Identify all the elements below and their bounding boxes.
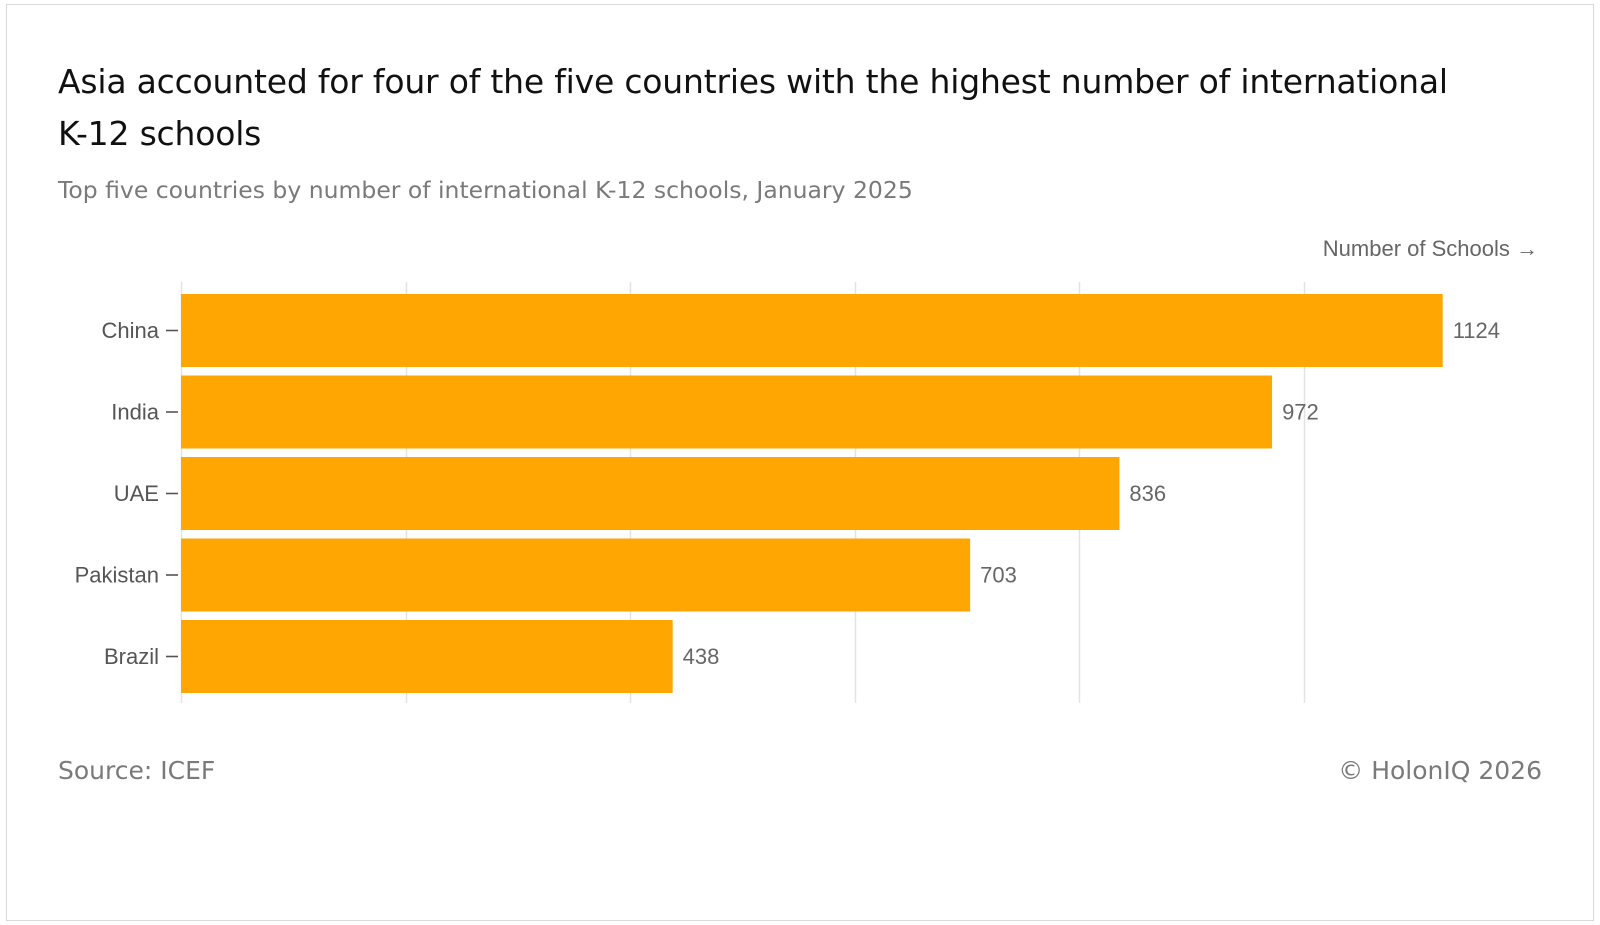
x-axis-caption: Number of Schools →: [1322, 236, 1538, 261]
bar-india: [181, 375, 1273, 449]
data-label: 703: [980, 563, 1017, 588]
bar-brazil: [181, 620, 673, 693]
copyright-note: © HolonIQ 2026: [1338, 756, 1542, 785]
bar-uae: [181, 457, 1120, 530]
chart-title: Asia accounted for four of the five coun…: [58, 62, 1448, 153]
y-tick-label: UAE: [114, 481, 159, 506]
y-tick-label: China: [102, 318, 160, 343]
data-label: 438: [683, 644, 720, 669]
data-label: 1124: [1453, 318, 1500, 343]
bar-china: [181, 294, 1443, 367]
labels: China 1124 India 972 UAE 836 Pakistan 703 Brazil…: [75, 318, 1500, 669]
bar-pakistan: [181, 538, 971, 612]
y-tick-label: Brazil: [104, 644, 159, 669]
bars: [181, 294, 1443, 693]
data-label: 836: [1129, 481, 1166, 506]
chart-subtitle: Top five countries by number of internat…: [58, 176, 913, 204]
y-tick-label: Pakistan: [75, 563, 159, 588]
data-label: 972: [1282, 400, 1319, 425]
source-note: Source: ICEF: [58, 756, 216, 785]
y-tick-label: India: [111, 400, 159, 425]
